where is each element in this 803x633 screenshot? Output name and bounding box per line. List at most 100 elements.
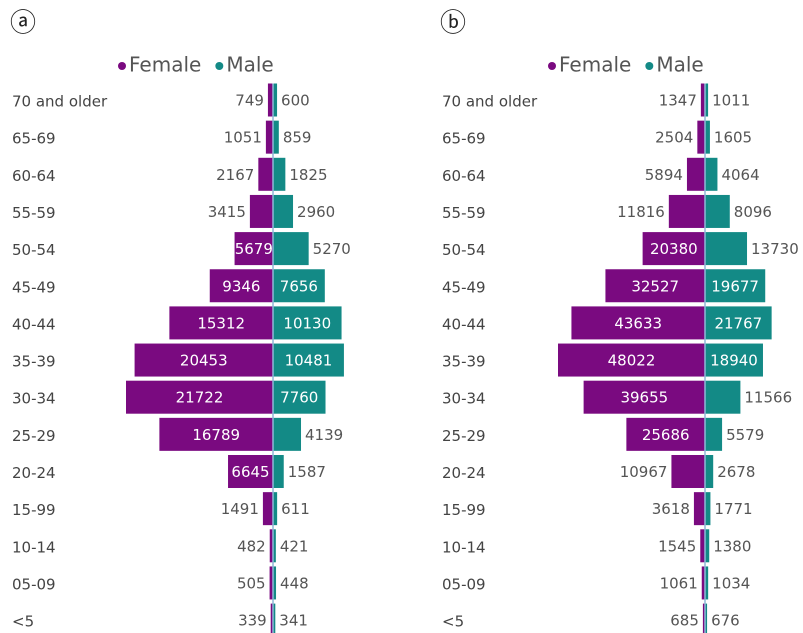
value-label: 5270 bbox=[313, 240, 351, 258]
category-label: 55-59 bbox=[442, 204, 486, 222]
value-label: 11566 bbox=[744, 389, 792, 407]
value-label: 749 bbox=[235, 92, 264, 110]
category-label: 50-54 bbox=[442, 241, 486, 259]
category-label: 40-44 bbox=[12, 315, 56, 333]
bar bbox=[273, 380, 326, 414]
category-label: <5 bbox=[442, 613, 464, 631]
value-label: 10481 bbox=[285, 352, 333, 370]
bar bbox=[705, 603, 708, 633]
bar bbox=[705, 455, 714, 488]
legend-marker bbox=[215, 62, 224, 70]
bar bbox=[267, 83, 273, 117]
bar bbox=[701, 566, 705, 600]
category-label: 10-14 bbox=[442, 538, 486, 556]
bar bbox=[273, 529, 276, 563]
value-label: 5579 bbox=[726, 426, 764, 444]
category-label: <5 bbox=[12, 613, 34, 631]
category-label: 70 and older bbox=[442, 93, 538, 111]
value-label: 482 bbox=[237, 537, 266, 555]
category-label: 45-49 bbox=[12, 278, 56, 296]
value-label: 16789 bbox=[192, 426, 240, 444]
category-label: 05-09 bbox=[12, 575, 56, 593]
bar bbox=[262, 492, 273, 526]
bar bbox=[583, 380, 705, 414]
bar bbox=[273, 603, 276, 633]
bar bbox=[705, 269, 766, 303]
bar bbox=[269, 529, 273, 563]
category-label: 20-24 bbox=[12, 464, 56, 482]
value-label: 10967 bbox=[620, 463, 668, 481]
category-label: 40-44 bbox=[442, 315, 486, 333]
bar bbox=[273, 269, 325, 303]
category-label: 30-34 bbox=[442, 390, 486, 408]
category-label: 60-64 bbox=[442, 167, 486, 185]
bar bbox=[273, 232, 309, 266]
category-label: 65-69 bbox=[442, 130, 486, 148]
bar bbox=[273, 83, 278, 117]
bar bbox=[705, 343, 763, 377]
value-label: 8096 bbox=[734, 203, 772, 221]
value-label: 4139 bbox=[305, 426, 343, 444]
value-label: 859 bbox=[283, 129, 312, 147]
category-label: 65-69 bbox=[12, 130, 56, 148]
bar bbox=[705, 232, 748, 266]
bar bbox=[270, 603, 273, 633]
bar bbox=[273, 343, 344, 377]
value-label: 43633 bbox=[614, 314, 662, 332]
bar bbox=[273, 157, 286, 191]
bar bbox=[134, 343, 273, 377]
value-label: 19677 bbox=[711, 277, 759, 295]
bar bbox=[249, 194, 273, 228]
value-label: 3415 bbox=[208, 203, 246, 221]
bar bbox=[273, 455, 284, 488]
category-label: 70 and older bbox=[12, 93, 108, 111]
value-label: 1380 bbox=[713, 537, 751, 555]
bar bbox=[571, 306, 705, 340]
bar bbox=[269, 566, 273, 600]
value-label: 20380 bbox=[650, 240, 698, 258]
value-label: 18940 bbox=[710, 352, 758, 370]
value-label: 32527 bbox=[631, 277, 679, 295]
value-label: 600 bbox=[281, 92, 310, 110]
legend-label: Female bbox=[559, 53, 631, 77]
bar bbox=[705, 194, 730, 228]
bar bbox=[642, 232, 705, 266]
bar bbox=[273, 492, 278, 526]
bar bbox=[159, 417, 273, 451]
value-label: 21767 bbox=[714, 314, 762, 332]
value-label: 13730 bbox=[751, 240, 799, 258]
category-label: 55-59 bbox=[12, 204, 56, 222]
bar bbox=[705, 380, 741, 414]
panel-label: ⓑ bbox=[440, 9, 466, 39]
value-label: 2960 bbox=[297, 203, 335, 221]
value-label: 21722 bbox=[176, 389, 224, 407]
legend-marker bbox=[548, 62, 556, 70]
category-label: 45-49 bbox=[442, 278, 486, 296]
value-label: 1771 bbox=[714, 500, 752, 518]
legend-label: Male bbox=[656, 53, 703, 77]
value-label: 1587 bbox=[288, 463, 326, 481]
bar bbox=[705, 529, 710, 563]
bar bbox=[700, 83, 705, 117]
bar bbox=[697, 120, 705, 154]
category-label: 35-39 bbox=[442, 353, 486, 371]
category-label: 25-29 bbox=[442, 427, 486, 445]
category-label: 15-99 bbox=[12, 501, 56, 519]
bar bbox=[234, 232, 273, 266]
category-label: 35-39 bbox=[12, 353, 56, 371]
category-label: 50-54 bbox=[12, 241, 56, 259]
value-label: 1061 bbox=[660, 574, 698, 592]
bar bbox=[228, 455, 273, 488]
bar bbox=[700, 529, 705, 563]
bar bbox=[273, 417, 302, 451]
value-label: 9346 bbox=[222, 277, 260, 295]
value-label: 7760 bbox=[280, 389, 318, 407]
value-label: 685 bbox=[670, 612, 699, 630]
bar bbox=[126, 380, 273, 414]
bar bbox=[705, 157, 718, 191]
value-label: 2504 bbox=[655, 129, 693, 147]
value-label: 1605 bbox=[714, 129, 752, 147]
bar bbox=[671, 455, 705, 488]
legend-label: Male bbox=[226, 53, 273, 77]
category-label: 15-99 bbox=[442, 501, 486, 519]
